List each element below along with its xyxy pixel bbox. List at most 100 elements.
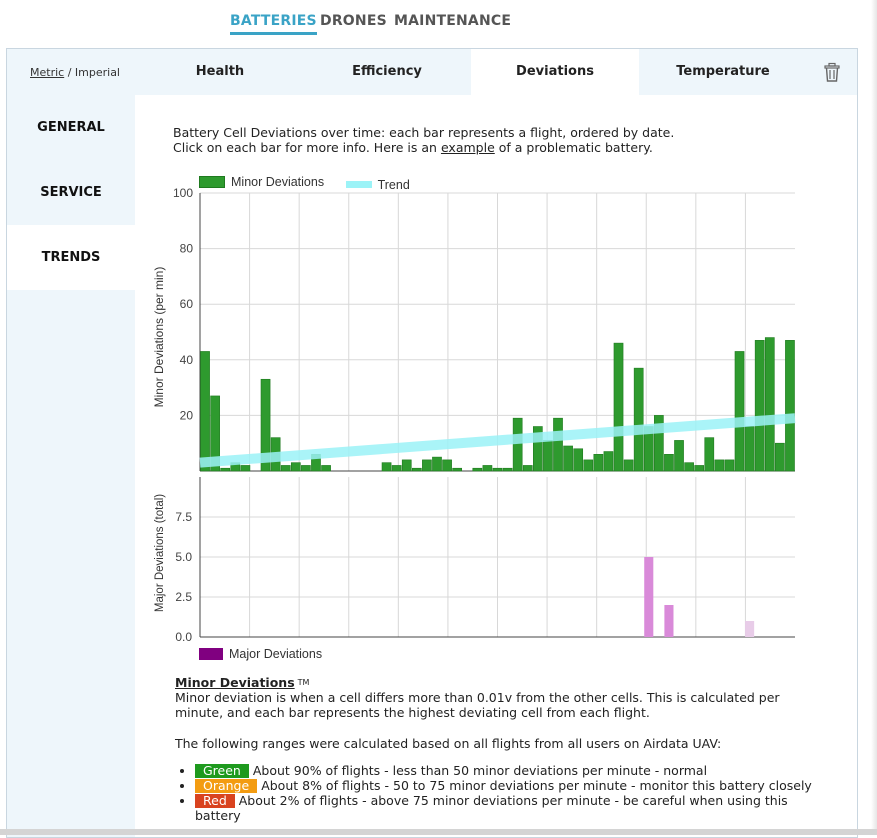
bar-minor-deviation[interactable] [704,437,715,472]
bar-minor-deviation[interactable] [724,459,735,472]
bar-minor-deviation[interactable] [734,351,745,472]
bar-major-deviation[interactable] [745,621,755,637]
bar-minor-deviation[interactable] [240,465,251,472]
sidebar-item-general[interactable]: GENERAL [37,120,105,135]
bar-minor-deviation[interactable] [674,440,684,472]
bar-minor-deviation[interactable] [694,465,705,472]
bar-minor-deviation[interactable] [472,467,483,472]
intro-text: Battery Cell Deviations over time: each … [173,125,813,155]
bar-minor-deviation[interactable] [613,342,624,472]
ranges-intro: The following ranges were calculated bas… [175,736,722,751]
major-y-axis-title: Major Deviations (total) [154,494,166,612]
bar-minor-deviation[interactable] [381,462,392,472]
bar-major-deviation[interactable] [644,557,654,637]
bar-minor-deviation[interactable] [583,459,594,472]
bar-minor-deviation[interactable] [280,465,291,472]
trash-icon[interactable] [821,61,843,83]
bar-minor-deviation[interactable] [764,337,775,472]
intro-line-2: Click on each bar for more info. Here is… [173,140,813,155]
minor-deviations-chart: 20 40 60 80 100 Minor Deviations (per min) [152,186,796,472]
bar-minor-deviation[interactable] [290,462,301,472]
bar-minor-deviation[interactable] [200,351,210,472]
intro-line-2-prefix: Click on each bar for more info. Here is… [173,140,441,155]
bar-minor-deviation[interactable] [512,417,523,472]
tab-drones[interactable]: DRONES [320,13,387,29]
major-chart-legend: Major Deviations [199,647,340,663]
range-green-text: About 90% of flights - less than 50 mino… [252,763,708,778]
description-heading: Minor Deviations TM [175,675,825,690]
imperial-link[interactable]: Imperial [74,66,120,79]
tab-efficiency[interactable]: Efficiency [352,64,422,79]
major-y-tick-label: 7.5 [175,510,192,524]
bar-minor-deviation[interactable] [401,459,412,472]
bar-minor-deviation[interactable] [654,415,664,472]
major-y-tick-label: 5.0 [175,550,192,564]
tab-deviations[interactable]: Deviations [471,49,639,95]
bar-minor-deviation[interactable] [482,465,493,472]
tab-health[interactable]: Health [195,64,245,79]
bar-minor-deviation[interactable] [220,467,231,472]
bar-minor-deviation[interactable] [502,467,513,472]
tab-batteries[interactable]: BATTERIES [230,13,317,35]
bar-minor-deviation[interactable] [563,445,573,472]
bar-minor-deviation[interactable] [623,459,634,472]
description-text: Minor deviation is when a cell differs m… [175,690,780,720]
batteries-panel: Metric / Imperial Health Efficiency Devi… [6,48,858,838]
bar-minor-deviation[interactable] [664,454,674,472]
bar-minor-deviation[interactable] [492,467,503,472]
bar-minor-deviation[interactable] [785,340,795,472]
sidebar-item-trends[interactable]: TRENDS [7,225,135,290]
bar-minor-deviation[interactable] [432,456,442,472]
example-link[interactable]: example [440,140,495,155]
badge-red: Red [195,794,235,808]
bar-minor-deviation[interactable] [573,448,584,472]
range-red-text: About 2% of flights - above 75 minor dev… [195,793,788,823]
bar-minor-deviation[interactable] [603,451,614,472]
sidebar-item-service[interactable]: SERVICE [40,185,102,200]
description-title: Minor Deviations [175,675,295,690]
legend-minor-label: Minor Deviations [231,175,325,189]
minor-y-axis-title: Minor Deviations (per min) [152,267,166,408]
bar-minor-deviation[interactable] [442,459,452,472]
bar-minor-deviation[interactable] [391,465,402,472]
legend-minor-swatch [199,176,225,188]
bar-minor-deviation[interactable] [532,426,543,472]
bar-minor-deviation[interactable] [714,459,725,472]
legend-trend-label: Trend [377,177,410,192]
legend-minor-deviations[interactable]: Minor Deviations [199,175,324,189]
minor-y-tick-label: 20 [180,408,194,422]
minor-deviations-description: Minor Deviations TM Minor deviation is wh… [175,675,825,823]
major-deviations-chart: 0.0 2.5 5.0 7.5 Major Deviations (total) [154,477,795,644]
metric-link[interactable]: Metric [30,66,65,79]
minor-y-tick-label: 60 [180,297,194,311]
bar-minor-deviation[interactable] [522,465,533,472]
bar-minor-deviation[interactable] [775,442,785,472]
bar-minor-deviation[interactable] [260,378,271,472]
bar-minor-deviation[interactable] [593,454,604,472]
bar-minor-deviation[interactable] [301,465,311,472]
bar-minor-deviation[interactable] [553,417,563,472]
legend-major-deviations[interactable]: Major Deviations [199,647,322,661]
bar-minor-deviation[interactable] [543,440,553,472]
tab-maintenance[interactable]: MAINTENANCE [394,13,512,29]
bar-minor-deviation[interactable] [754,340,765,472]
deviations-charts: 20 40 60 80 100 Minor Deviations (per min) 0.… [152,186,796,644]
legend-trend-swatch [345,181,372,188]
legend-major-label: Major Deviations [229,647,323,661]
unit-switcher: Metric / Imperial [30,66,120,79]
tab-temperature[interactable]: Temperature [676,64,770,79]
bar-minor-deviation[interactable] [744,426,755,472]
bar-minor-deviation[interactable] [321,465,331,472]
unit-separator: / [64,66,75,79]
bar-major-deviation[interactable] [664,605,674,637]
bar-minor-deviation[interactable] [411,467,422,472]
legend-trend[interactable]: Trend [345,177,410,192]
bar-minor-deviation[interactable] [452,467,463,472]
bar-minor-deviation[interactable] [210,395,220,472]
minor-chart-legend: Minor Deviations Trend [199,175,428,192]
bar-minor-deviation[interactable] [422,459,432,472]
sub-tab-bar: Metric / Imperial Health Efficiency Devi… [7,49,857,95]
bar-minor-deviation[interactable] [684,462,694,472]
bar-minor-deviation[interactable] [633,367,644,472]
